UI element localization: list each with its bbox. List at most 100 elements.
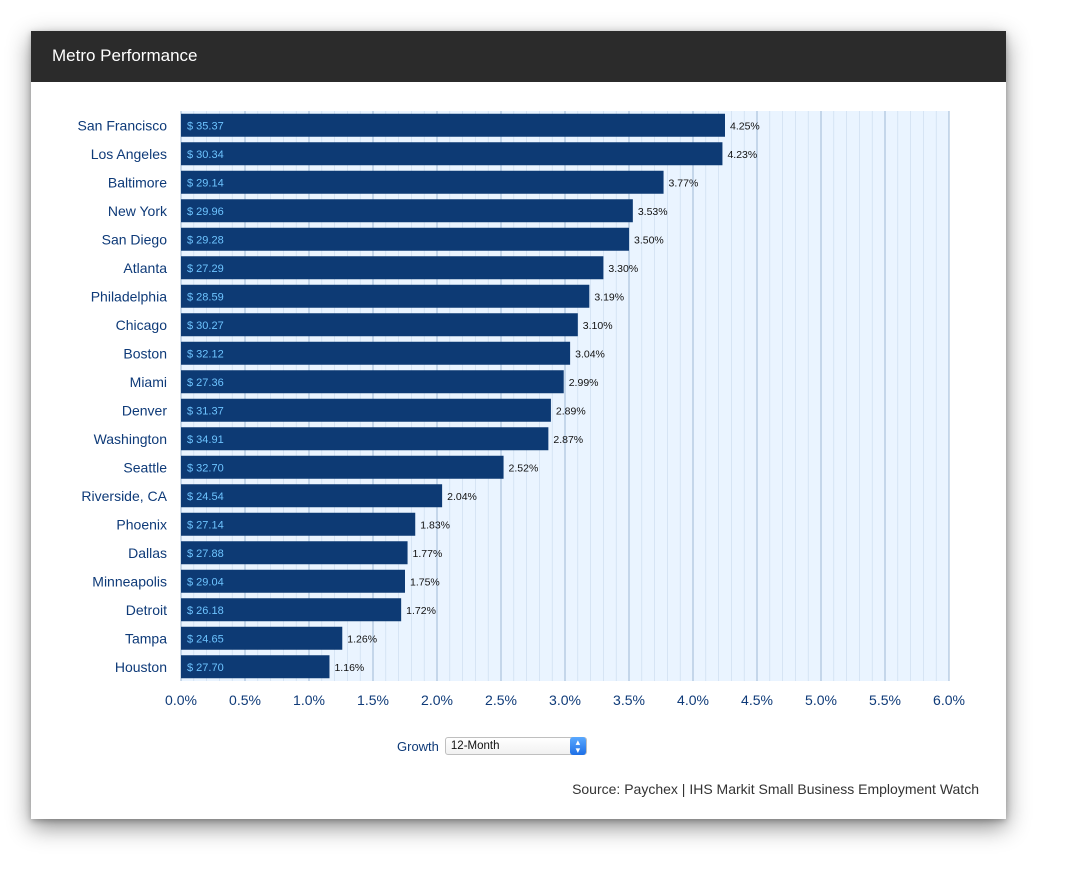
category-label: Baltimore bbox=[108, 174, 167, 190]
bar bbox=[181, 398, 551, 422]
bar-value-label: 2.52% bbox=[509, 462, 539, 474]
bar-value-label: 3.53% bbox=[638, 206, 668, 218]
bar bbox=[181, 484, 443, 508]
bar bbox=[181, 626, 343, 650]
x-tick-label: 6.0% bbox=[933, 692, 965, 708]
card-header: Metro Performance bbox=[31, 31, 1006, 82]
bar-wage-label: $ 24.65 bbox=[187, 633, 224, 645]
bar bbox=[181, 284, 590, 308]
bar-wage-label: $ 27.14 bbox=[187, 519, 224, 531]
bar-wage-label: $ 27.88 bbox=[187, 548, 224, 560]
category-label: Detroit bbox=[126, 602, 167, 618]
x-tick-label: 2.5% bbox=[485, 692, 517, 708]
bar-value-label: 1.16% bbox=[334, 662, 364, 674]
x-tick-label: 3.5% bbox=[613, 692, 645, 708]
category-label: Dallas bbox=[128, 545, 167, 561]
bar bbox=[181, 427, 549, 451]
bar bbox=[181, 170, 664, 194]
bar-value-label: 1.75% bbox=[410, 576, 440, 588]
category-label: Philadelphia bbox=[91, 288, 167, 304]
category-label: San Francisco bbox=[78, 117, 168, 133]
bar-wage-label: $ 26.18 bbox=[187, 605, 224, 617]
bar bbox=[181, 227, 629, 251]
bar bbox=[181, 313, 578, 337]
category-label: Los Angeles bbox=[91, 146, 167, 162]
bar bbox=[181, 512, 416, 536]
growth-controls: Growth 12-Month ▴ ▾ bbox=[397, 736, 587, 756]
category-label: San Diego bbox=[102, 231, 168, 247]
bar-wage-label: $ 29.28 bbox=[187, 234, 224, 246]
bar-wage-label: $ 29.04 bbox=[187, 576, 224, 588]
chart-card: Metro Performance San Francisco $ 35.37 4.… bbox=[31, 31, 1006, 819]
bar bbox=[181, 655, 330, 679]
bar bbox=[181, 199, 633, 223]
x-tick-label: 1.0% bbox=[293, 692, 325, 708]
x-tick-label: 2.0% bbox=[421, 692, 453, 708]
bar bbox=[181, 256, 604, 280]
category-label: Washington bbox=[94, 431, 167, 447]
x-tick-label: 1.5% bbox=[357, 692, 389, 708]
bar-wage-label: $ 24.54 bbox=[187, 491, 224, 503]
category-label: Houston bbox=[115, 659, 167, 675]
bar-value-label: 3.19% bbox=[594, 291, 624, 303]
bar bbox=[181, 541, 408, 565]
period-select[interactable]: 12-Month ▴ ▾ bbox=[444, 737, 587, 755]
category-label: Chicago bbox=[116, 317, 168, 333]
category-label: Minneapolis bbox=[92, 573, 167, 589]
category-label: Atlanta bbox=[123, 260, 167, 276]
x-tick-label: 4.5% bbox=[741, 692, 773, 708]
period-select-value: 12-Month bbox=[450, 740, 500, 752]
bar-value-label: 1.77% bbox=[413, 548, 443, 560]
category-label: Boston bbox=[123, 345, 167, 361]
bar-value-label: 1.26% bbox=[347, 633, 377, 645]
x-tick-label: 5.0% bbox=[805, 692, 837, 708]
category-label: Seattle bbox=[123, 459, 167, 475]
bar-value-label: 1.83% bbox=[420, 519, 450, 531]
bar bbox=[181, 569, 405, 593]
bar bbox=[181, 598, 402, 622]
bar-value-label: 3.50% bbox=[634, 234, 664, 246]
x-tick-label: 5.5% bbox=[869, 692, 901, 708]
bar-value-label: 2.89% bbox=[556, 405, 586, 417]
bar-wage-label: $ 34.91 bbox=[187, 434, 224, 446]
bar-wage-label: $ 32.12 bbox=[187, 348, 224, 360]
card-title: Metro Performance bbox=[52, 46, 198, 65]
bar bbox=[181, 370, 564, 394]
bar-wage-label: $ 29.14 bbox=[187, 177, 224, 189]
x-tick-label: 4.0% bbox=[677, 692, 709, 708]
bar-value-label: 3.30% bbox=[608, 263, 638, 275]
bar-value-label: 3.04% bbox=[575, 348, 605, 360]
bar-wage-label: $ 35.37 bbox=[187, 120, 224, 132]
bar-value-label: 1.72% bbox=[406, 605, 436, 617]
category-label: Phoenix bbox=[116, 516, 167, 532]
select-arrows-icon: ▴ ▾ bbox=[569, 737, 586, 755]
bar-wage-label: $ 27.29 bbox=[187, 263, 224, 275]
bar-value-label: 2.99% bbox=[569, 377, 599, 389]
bar-wage-label: $ 27.70 bbox=[187, 662, 224, 674]
bar-wage-label: $ 31.37 bbox=[187, 405, 224, 417]
bar-value-label: 4.23% bbox=[727, 149, 757, 161]
bar-chart: San Francisco $ 35.37 4.25% Los Angeles $ 30… bbox=[78, 111, 965, 708]
x-tick-label: 0.0% bbox=[165, 692, 197, 708]
category-label: Tampa bbox=[125, 630, 167, 646]
category-label: New York bbox=[108, 203, 168, 219]
category-label: Miami bbox=[130, 374, 167, 390]
bar bbox=[181, 341, 571, 365]
bar-value-label: 2.04% bbox=[447, 491, 477, 503]
growth-label: Growth bbox=[397, 738, 439, 754]
bar-wage-label: $ 28.59 bbox=[187, 291, 224, 303]
category-label: Denver bbox=[122, 402, 167, 418]
x-tick-label: 3.0% bbox=[549, 692, 581, 708]
source-note: Source: Paychex | IHS Markit Small Busin… bbox=[572, 781, 979, 797]
bar-wage-label: $ 27.36 bbox=[187, 377, 224, 389]
bar bbox=[181, 113, 725, 137]
bar-wage-label: $ 30.27 bbox=[187, 320, 224, 332]
bar-wage-label: $ 30.34 bbox=[187, 149, 224, 161]
bar-value-label: 3.77% bbox=[669, 177, 699, 189]
bar-wage-label: $ 29.96 bbox=[187, 206, 224, 218]
bar-wage-label: $ 32.70 bbox=[187, 462, 224, 474]
bar-value-label: 4.25% bbox=[730, 120, 760, 132]
bar-value-label: 2.87% bbox=[553, 434, 583, 446]
bar-value-label: 3.10% bbox=[583, 320, 613, 332]
bar bbox=[181, 455, 504, 479]
